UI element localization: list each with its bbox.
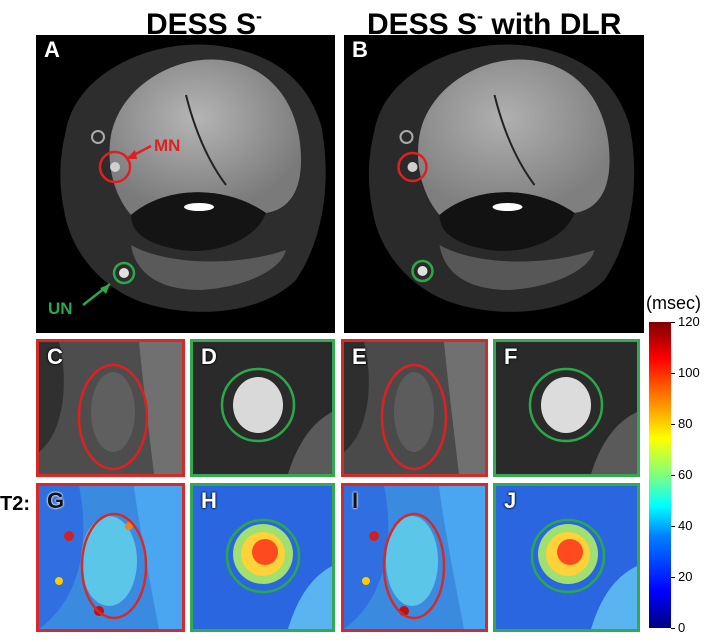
colorbar-tick-mark <box>671 526 675 527</box>
panel-i-label: I <box>352 488 359 513</box>
panel-b-mri: B <box>344 35 644 333</box>
title-dess-dlr: DESS S- with DLR <box>367 6 622 41</box>
panel-j-label: J <box>504 488 517 513</box>
colorbar-unit: (msec) <box>646 293 701 313</box>
panel-e-label: E <box>352 344 367 369</box>
colorbar-tick-label: 100 <box>678 365 700 380</box>
colorbar-tick-label: 60 <box>678 467 693 482</box>
colorbar-tick-mark <box>671 577 675 578</box>
colorbar-tick-mark <box>671 424 675 425</box>
colorbar-tick-mark <box>671 475 675 476</box>
panel-c-label: C <box>47 344 63 369</box>
panel-g-t2map: G <box>36 483 185 632</box>
panel-i-t2map: I <box>341 483 488 632</box>
colorbar <box>649 322 671 628</box>
panel-a-mri: A MN UN <box>36 35 335 333</box>
colorbar-tick-mark <box>671 373 675 374</box>
mn-label: MN <box>154 136 181 155</box>
panel-a-label: A <box>44 37 60 62</box>
panel-d-zoom: D <box>190 339 335 477</box>
panel-b-label: B <box>352 37 368 62</box>
colorbar-tick-label: 120 <box>678 314 700 329</box>
colorbar-tick-mark <box>671 628 675 629</box>
panel-h-label: H <box>201 488 217 513</box>
panel-f-zoom: F <box>493 339 640 477</box>
colorbar-tick-label: 80 <box>678 416 693 431</box>
panel-d-label: D <box>201 344 217 369</box>
t2-row-label: T2: <box>0 493 30 515</box>
colorbar-tick-label: 20 <box>678 569 693 584</box>
panel-g-label: G <box>47 488 65 513</box>
panel-e-zoom: E <box>341 339 488 477</box>
colorbar-tick-mark <box>671 322 675 323</box>
panel-f-label: F <box>504 344 518 369</box>
panel-c-zoom: C <box>36 339 185 477</box>
colorbar-tick-label: 0 <box>678 620 686 635</box>
panel-h-t2map: H <box>190 483 335 632</box>
panel-j-t2map: J <box>493 483 640 632</box>
colorbar-tick-label: 40 <box>678 518 693 533</box>
un-label: UN <box>48 299 73 318</box>
title-dess: DESS S- <box>146 6 263 41</box>
